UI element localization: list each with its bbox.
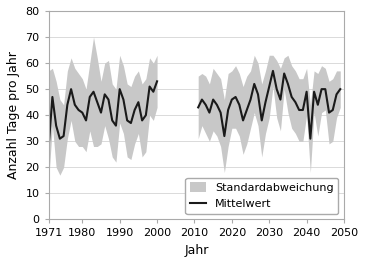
X-axis label: Jahr: Jahr	[184, 244, 208, 257]
Legend: Standardabweichung, Mittelwert: Standardabweichung, Mittelwert	[185, 178, 338, 214]
Y-axis label: Anzahl Tage pro Jahr: Anzahl Tage pro Jahr	[7, 51, 20, 179]
